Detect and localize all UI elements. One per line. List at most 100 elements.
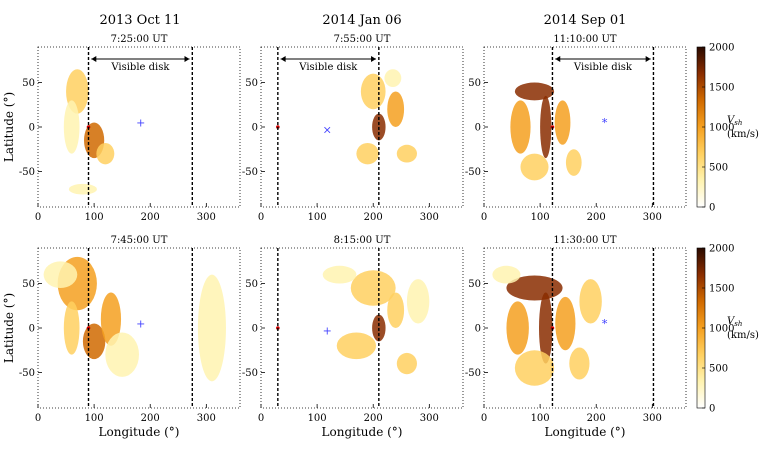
observer-marker: +: [323, 325, 332, 338]
y-tick-label: 50: [468, 279, 481, 290]
shock-blob: [350, 270, 396, 306]
shock-blob: [555, 296, 576, 351]
colorbars: 0 500 1000 1500 2000 Vsh (km/s) 0 500 1000 1500 200…: [696, 43, 759, 415]
shock-blob: [538, 292, 553, 364]
x-tick-label: 0: [258, 212, 264, 223]
observer-marker: +: [136, 318, 145, 331]
shock-blob: [387, 292, 405, 328]
y-tick-label: 50: [245, 279, 258, 290]
x-tick-label: 200: [364, 413, 383, 424]
panel-2-3: 0 100 200 300 -50 0 50 11:30:00 UT * Longitude (°…: [465, 235, 687, 439]
shock-blob: [68, 183, 97, 195]
colorbar-label-subscript: sh: [734, 320, 742, 328]
colorbar-tick-label: 2000: [709, 244, 734, 255]
x-tick-label: 100: [85, 212, 104, 223]
colorbar-tick-label: 500: [709, 163, 728, 174]
colorbar-label-symbol: Vsh: [727, 316, 742, 328]
panel-2-2: 0 100 200 300 -50 0 50 8:15:00 UT + Longitude (°): [242, 235, 464, 439]
arrow-head-right: [645, 56, 651, 62]
y-axis-label: Latitude (°): [2, 293, 16, 363]
x-tick-label: 300: [420, 212, 439, 223]
panel-background: [261, 47, 463, 207]
colorbar-2: 0 500 1000 1500 2000 Vsh (km/s): [696, 244, 759, 415]
shock-blob: [336, 332, 377, 360]
panel-time-label: 11:30:00 UT: [553, 235, 617, 246]
x-axis-label: Longitude (°): [99, 425, 180, 439]
x-tick-label: 0: [35, 413, 41, 424]
heatmap-data: [63, 69, 115, 195]
heatmap-data: [43, 256, 226, 382]
colorbar-label-subscript: sh: [734, 119, 742, 127]
x-tick-label: 300: [197, 212, 216, 223]
panel-2-1: 0 100 200 300 -50 0 50 7:45:00 UT + Latitude (°) L…: [2, 235, 241, 439]
x-tick-label: 100: [85, 413, 104, 424]
x-tick-label: 300: [420, 413, 439, 424]
shock-blob: [506, 275, 563, 301]
arrow-head-left: [91, 56, 97, 62]
shock-blob: [96, 143, 115, 165]
x-tick-label: 0: [258, 413, 264, 424]
y-tick-label: 50: [468, 78, 481, 89]
shock-blob: [492, 265, 521, 284]
panel-time-label: 7:25:00 UT: [111, 34, 168, 45]
column-titles: 2013 Oct 11 2014 Jan 06 2014 Sep 01: [99, 13, 626, 28]
x-tick-label: 300: [197, 413, 216, 424]
colorbar-1: 0 500 1000 1500 2000 Vsh (km/s): [696, 43, 759, 214]
visible-disk-label: Visible disk: [573, 62, 633, 73]
panel-1-3: 0 100 200 300 -50 0 50 11:10:00 UT Visible disk *: [465, 34, 687, 223]
heatmap-data: [276, 265, 430, 375]
y-tick-label: 0: [29, 324, 35, 335]
arrow-head-left: [280, 56, 286, 62]
shock-blob: [63, 301, 80, 355]
panel-1-1: 0 100 200 300 -50 0 50 7:25:00 UT Visible disk + L…: [2, 34, 241, 223]
shock-blob: [360, 73, 386, 110]
shock-blob: [514, 82, 555, 101]
y-tick-label: -50: [19, 368, 35, 379]
shock-blob: [540, 95, 552, 159]
y-tick-label: 50: [245, 78, 258, 89]
colorbar-tick-label: 1500: [709, 83, 734, 94]
y-tick-label: 50: [22, 279, 35, 290]
shock-blob: [514, 350, 555, 386]
shock-blob: [197, 274, 226, 382]
shock-blob: [384, 69, 402, 88]
panels: 0 100 200 300 -50 0 50 7:25:00 UT Visible disk + L…: [2, 34, 687, 439]
heatmap-data: [510, 82, 582, 181]
y-tick-label: -50: [242, 368, 258, 379]
shock-blob: [510, 100, 531, 154]
arrow-head-right: [184, 56, 190, 62]
shock-blob: [396, 352, 417, 375]
x-tick-label: 0: [481, 212, 487, 223]
y-tick-label: -50: [465, 368, 481, 379]
x-tick-label: 100: [531, 212, 550, 223]
shock-blob: [387, 91, 405, 127]
heatmap-data: [492, 265, 602, 386]
x-tick-label: 100: [531, 413, 550, 424]
colorbar-label-symbol: Vsh: [727, 115, 742, 127]
x-tick-label: 200: [364, 212, 383, 223]
y-tick-label: -50: [242, 167, 258, 178]
colorbar-tick-label: 0: [709, 203, 715, 214]
shock-blob: [565, 149, 582, 176]
y-axis-label: Latitude (°): [2, 92, 16, 162]
panel-frame: [37, 46, 241, 208]
shock-blob: [322, 265, 357, 284]
x-axis-label: Longitude (°): [545, 425, 626, 439]
column-title-2: 2014 Jan 06: [322, 13, 401, 28]
panel-time-label: 7:45:00 UT: [111, 235, 168, 246]
shock-blob: [396, 144, 417, 163]
shock-blob: [356, 143, 379, 165]
shock-blob: [63, 100, 80, 154]
shock-blob: [554, 100, 571, 145]
panel-background: [261, 248, 463, 408]
panel-frame: [260, 46, 464, 208]
y-tick-label: 0: [252, 324, 258, 335]
colorbar-tick-label: 500: [709, 364, 728, 375]
shock-blob: [579, 279, 602, 324]
x-tick-label: 0: [481, 413, 487, 424]
shock-blob: [100, 292, 122, 346]
panel-frame: [260, 247, 464, 409]
y-tick-label: 0: [252, 123, 258, 134]
colorbar-label-units: (km/s): [727, 129, 759, 140]
